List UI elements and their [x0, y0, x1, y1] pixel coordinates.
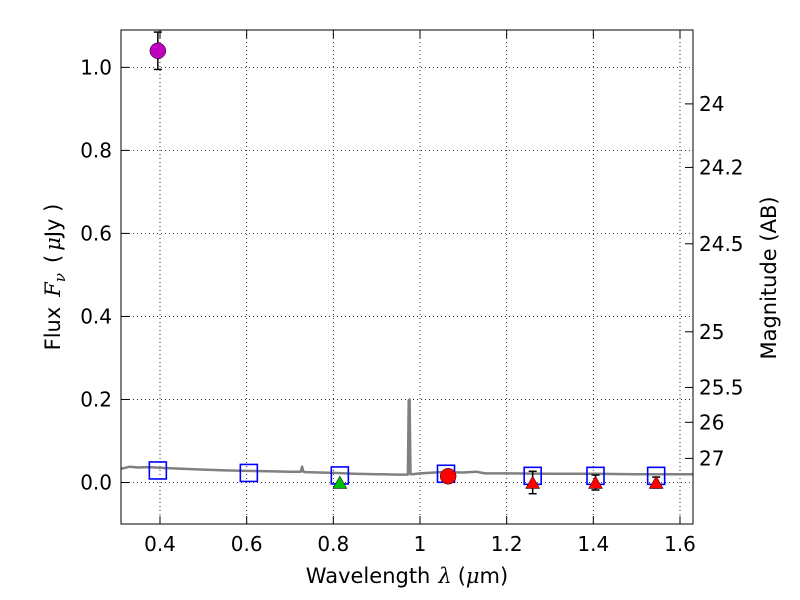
y2-tick-label: 25.5: [699, 375, 744, 399]
y-tick-label: 1.0: [80, 55, 112, 79]
data-point: [439, 468, 457, 485]
x-tick-label: 0.8: [317, 532, 349, 556]
data-markers: [148, 42, 666, 489]
y-tick-label: 0.6: [80, 221, 112, 245]
y-tick-label: 0.2: [80, 387, 112, 411]
plot-frame: [120, 29, 694, 525]
model-point: [239, 463, 259, 483]
limit-point: [648, 475, 664, 489]
y-tick-label: 0.0: [80, 470, 112, 494]
y-axis-label: FluxFν(μJy ): [41, 204, 69, 351]
x-tick-label: 1.2: [491, 532, 523, 556]
plot-background: [121, 30, 693, 524]
y2-tick-label: 26: [699, 410, 724, 434]
limit-point: [588, 475, 603, 489]
y2-tick-label: 24: [699, 92, 724, 116]
model-point: [148, 461, 168, 480]
spectrum-line: [120, 398, 693, 476]
y2-tick-label: 24.5: [699, 232, 744, 256]
limit-point: [332, 475, 348, 489]
y2-tick-label: 27: [699, 446, 724, 470]
x-tick-label: 1.4: [577, 532, 609, 556]
x-tick-label: 0.6: [231, 532, 263, 556]
x-tick-label: 1.6: [664, 532, 696, 556]
axis-ticks: 0.4 0.6 0.8 1 1.2 1.4 1.6 0.0 0.2 0.4 0.6 0.8 1.0 24 2…: [80, 30, 744, 556]
y2-tick-label: 25: [699, 320, 724, 344]
x-tick-label: 1: [414, 532, 427, 556]
y2-tick-label: 24.2: [699, 155, 744, 179]
limit-point: [525, 475, 541, 489]
y-tick-label: 0.4: [80, 304, 112, 328]
template-spectrum: [120, 398, 693, 476]
y-tick-label: 0.8: [80, 138, 112, 162]
x-axis-label: Wavelength λ (μm): [306, 564, 508, 588]
data-point: [149, 42, 167, 60]
y2-axis-label: Magnitude (AB): [757, 196, 781, 359]
x-tick-label: 0.4: [144, 532, 176, 556]
